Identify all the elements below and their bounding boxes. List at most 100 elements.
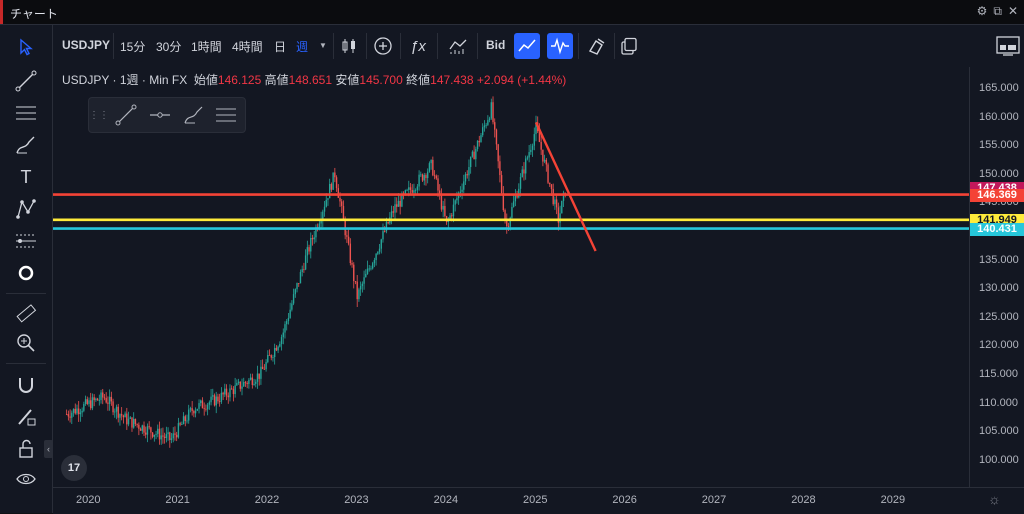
float-line-icon[interactable] — [113, 103, 139, 127]
price-label: 146.369 — [970, 188, 1024, 202]
toolbar-divider — [6, 293, 46, 294]
toolbar-divider — [333, 33, 334, 59]
drawing-toolbar: T — [0, 25, 53, 513]
layout-icon[interactable] — [993, 31, 1023, 61]
legend-low-label: 安値 — [335, 73, 360, 87]
popout-icon[interactable]: ⧉ — [993, 4, 1002, 18]
measure-lines-icon[interactable] — [12, 229, 40, 253]
legend-high-label: 高値 — [264, 73, 289, 87]
price-tick: 110.000 — [979, 396, 1018, 409]
toolbar-divider — [477, 33, 478, 59]
tradingview-logo[interactable]: 17 — [61, 455, 87, 481]
symbol-button[interactable]: USDJPY — [62, 38, 111, 52]
title-bar: チャート ⚙ ⧉ ✕ — [0, 0, 1024, 25]
settings-icon[interactable]: ⚙ — [976, 4, 988, 18]
timeframe-day[interactable]: 日 — [274, 40, 287, 54]
price-tick: 105.000 — [979, 425, 1019, 438]
time-tick: 2025 — [523, 494, 548, 506]
toolbar-divider — [578, 33, 579, 59]
eye-icon[interactable] — [12, 467, 40, 491]
time-axis[interactable] — [53, 487, 1024, 514]
price-tick: 120.000 — [979, 339, 1019, 352]
price-axis[interactable] — [969, 67, 1024, 487]
pattern-icon[interactable] — [12, 197, 40, 221]
float-brush-icon[interactable] — [181, 103, 207, 127]
toolbar-divider — [400, 33, 401, 59]
price-tick: 115.000 — [979, 368, 1018, 380]
horizontal-lines-icon[interactable] — [12, 101, 40, 125]
brush-icon[interactable] — [12, 133, 40, 157]
time-tick: 2022 — [254, 494, 280, 506]
trend-line-icon[interactable] — [12, 69, 40, 93]
line-chart-icon[interactable] — [514, 33, 540, 59]
floating-drawing-toolbar: ⋮⋮ — [88, 97, 246, 133]
time-tick: 2028 — [791, 494, 816, 506]
wave-chart-icon[interactable] — [547, 33, 573, 59]
clear-drawings-icon[interactable] — [583, 33, 609, 59]
legend-open: 146.125 — [217, 73, 262, 87]
pencil-lock-icon[interactable] — [12, 405, 40, 429]
bid-toggle[interactable]: Bid — [486, 38, 506, 52]
duplicate-icon[interactable] — [616, 33, 642, 59]
zoom-in-icon[interactable] — [12, 331, 40, 355]
collapse-toolbar-icon[interactable]: ‹ — [44, 440, 53, 458]
toolbar-divider — [6, 363, 46, 364]
float-lines-icon[interactable] — [213, 103, 239, 127]
timeframe-4h[interactable]: 4時間 — [232, 40, 263, 54]
time-tick: 2026 — [612, 494, 637, 506]
magnet-icon[interactable] — [12, 373, 40, 397]
axis-settings-icon[interactable]: ☼ — [988, 491, 1001, 507]
legend-high: 148.651 — [288, 73, 333, 87]
candle-type-icon[interactable] — [336, 33, 362, 59]
legend-change: +2.094 (+1.44%) — [476, 73, 567, 87]
ruler-icon[interactable] — [12, 301, 40, 325]
legend-close: 147.438 — [430, 73, 474, 87]
price-tick: 100.000 — [979, 453, 1019, 466]
time-tick: 2024 — [433, 494, 459, 506]
timeframe-week[interactable]: 週 — [296, 40, 309, 54]
text-icon[interactable]: T — [20, 166, 32, 187]
time-tick: 2023 — [344, 494, 369, 506]
float-hline-icon[interactable] — [147, 103, 173, 127]
timeframe-1h[interactable]: 1時間 — [191, 40, 222, 54]
legend-symbol: USDJPY — [62, 73, 110, 87]
toolbar-divider — [614, 33, 615, 59]
timeframe-dropdown-icon[interactable]: ▼ — [319, 41, 327, 50]
drag-handle-icon[interactable]: ⋮⋮ — [89, 109, 109, 121]
toolbar-divider — [437, 33, 438, 59]
timeframe-15m[interactable]: 15分 — [120, 40, 146, 54]
price-tick: 150.000 — [979, 167, 1019, 180]
window-controls: ⚙ ⧉ ✕ — [977, 4, 1018, 19]
top-toolbar: USDJPY 15分 30分 1時間 4時間 日 週 ▼ ƒx Bid — [53, 25, 1024, 68]
chart-pane[interactable] — [53, 67, 969, 487]
time-tick: 2027 — [701, 494, 727, 506]
legend-interval: 1週 — [119, 73, 139, 87]
toolbar-divider — [113, 33, 114, 59]
price-tick: 135.000 — [979, 253, 1019, 266]
legend-close-label: 終値 — [406, 73, 431, 87]
legend-source: Min FX — [149, 73, 188, 87]
cursor-icon[interactable] — [12, 35, 40, 59]
time-tick: 2021 — [165, 494, 190, 506]
price-tick: 160.000 — [979, 110, 1019, 123]
price-tick: 165.000 — [979, 82, 1019, 94]
legend-low: 145.700 — [359, 73, 403, 87]
toolbar-divider — [366, 33, 367, 59]
unlock-icon[interactable] — [12, 437, 40, 461]
time-tick: 2029 — [880, 494, 906, 506]
add-compare-icon[interactable] — [370, 33, 396, 59]
legend-open-label: 始値 — [193, 73, 218, 87]
time-tick: 2020 — [76, 494, 101, 506]
chart-legend: USDJPY · 1週 · Min FX 始値146.125 高値148.651… — [62, 73, 567, 87]
window-title: チャート — [10, 7, 58, 21]
price-label: 140.431 — [970, 222, 1024, 236]
price-tick: 125.000 — [979, 310, 1019, 323]
price-tick: 130.000 — [979, 282, 1019, 295]
price-tick: 155.000 — [979, 139, 1019, 152]
strategy-icon[interactable] — [445, 33, 471, 59]
circle-icon[interactable] — [12, 261, 40, 285]
close-icon[interactable]: ✕ — [1007, 4, 1018, 18]
indicators-icon[interactable]: ƒx — [410, 37, 426, 55]
timeframe-30m[interactable]: 30分 — [156, 40, 182, 54]
